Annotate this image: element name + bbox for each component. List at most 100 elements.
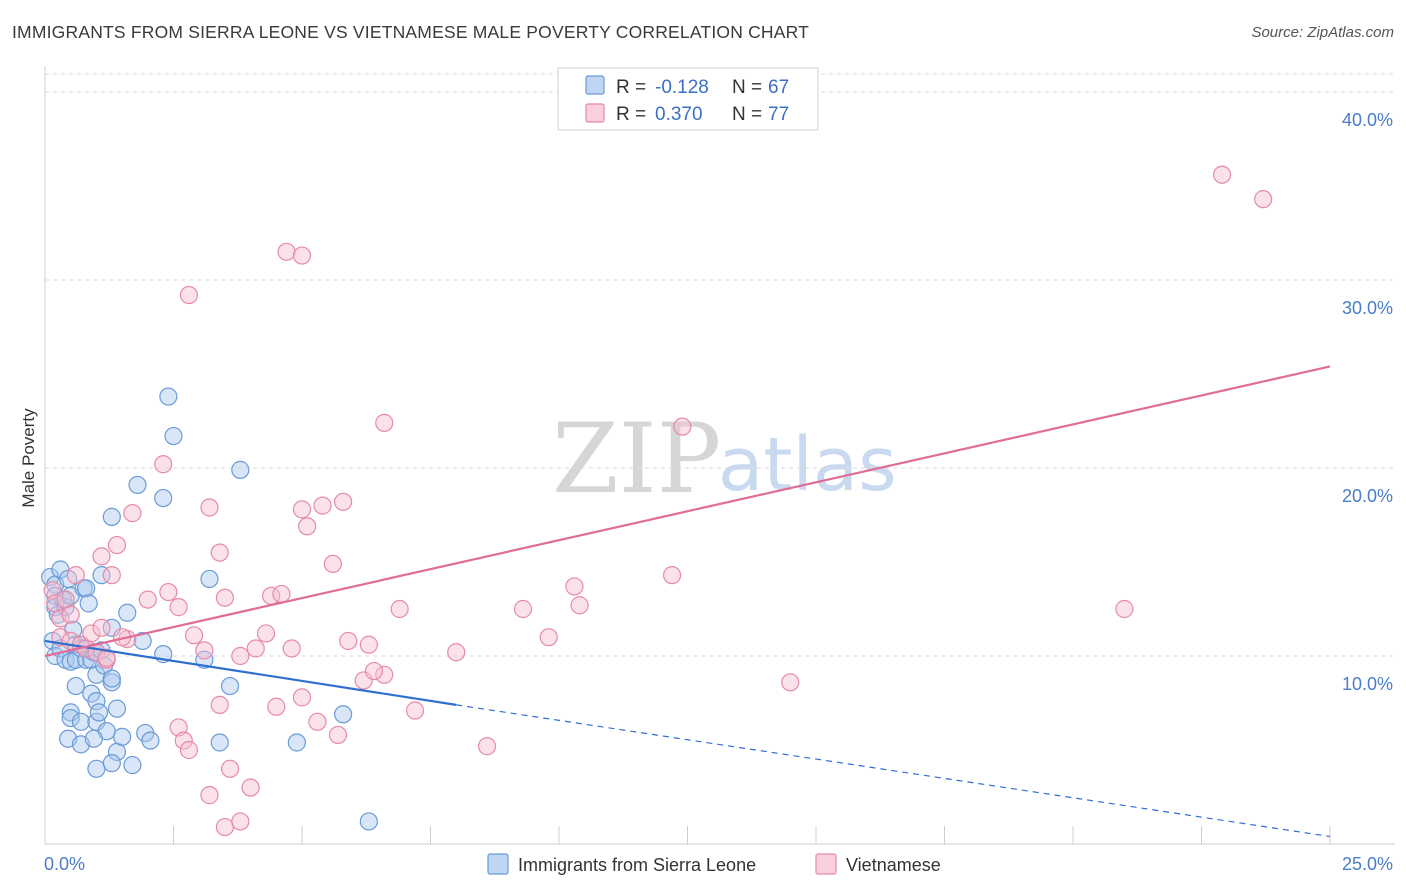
bottom-legend-blue-swatch [487, 853, 509, 875]
sierra-leone-point-25 [87, 665, 106, 684]
vietnamese-point-71 [328, 725, 348, 745]
sierra-leone-point-66 [200, 569, 219, 589]
vietnamese-point-47 [565, 577, 584, 596]
y-tick-label-0: 10.0% [1342, 674, 1393, 694]
vietnamese-point-49 [662, 566, 682, 585]
vietnamese-point-39 [359, 635, 378, 654]
y-tick-label-2: 30.0% [1342, 298, 1393, 318]
sierra-leone-point-59 [334, 705, 353, 724]
vietnamese-point-44 [447, 643, 466, 662]
legend-pink-r-label: R = [616, 104, 646, 125]
vietnamese-point-57 [179, 285, 199, 305]
legend-blue-r-label: R = [616, 77, 646, 98]
vietnamese-point-24 [200, 498, 219, 517]
vietnamese-point-69 [292, 688, 312, 707]
vietnamese-point-43 [405, 701, 425, 720]
bottom-legend-blue-label: Immigrants from Sierra Leone [518, 855, 756, 875]
sierra-leone-point-62 [154, 488, 173, 508]
sierra-leone-point-56 [220, 676, 240, 696]
legend-blue-r-value: -0.128 [655, 77, 709, 98]
sierra-leone-point-43 [87, 759, 106, 778]
watermark: ZIP atlas [552, 403, 897, 515]
vietnamese-point-31 [272, 584, 291, 604]
sierra-leone-point-34 [61, 708, 80, 728]
vietnamese-point-5 [66, 566, 85, 585]
vietnamese-point-61 [174, 731, 193, 750]
x-tick-labels: 0.0% 25.0% [44, 854, 1393, 874]
vietnamese-point-64 [215, 817, 234, 837]
vietnamese-point-48 [570, 596, 589, 615]
vietnamese-point-70 [308, 712, 327, 731]
sierra-leone-point-57 [123, 755, 142, 775]
vietnamese-point-10 [82, 624, 101, 643]
vietnamese-point-19 [138, 590, 157, 609]
sierra-leone-point-64 [164, 426, 183, 446]
vietnamese-point-75 [210, 695, 229, 714]
vietnamese-point-37 [334, 492, 353, 511]
y-tick-labels: 10.0% 20.0% 30.0% 40.0% [1342, 110, 1393, 694]
vietnamese-point-23 [195, 641, 214, 660]
vietnamese-point-38 [339, 631, 358, 651]
watermark-zip: ZIP [552, 403, 721, 515]
vietnamese-point-74 [477, 737, 497, 756]
sierra-leone-point-48 [141, 731, 160, 750]
sierra-leone-point-38 [107, 699, 127, 718]
sierra-leone-point-21 [79, 594, 98, 613]
vietnamese-point-18 [123, 504, 142, 523]
bottom-legend-pink-label: Vietnamese [846, 855, 941, 875]
grid [45, 73, 1395, 657]
vietnamese-point-68 [267, 697, 286, 716]
vietnamese-point-28 [246, 639, 265, 658]
sierra-leone-point-29 [102, 669, 121, 688]
vietnamese-point-25 [210, 543, 229, 562]
sierra-leone-point-45 [112, 727, 132, 746]
chart-title: IMMIGRANTS FROM SIERRA LEONE VS VIETNAME… [12, 22, 810, 42]
legend-bottom: Immigrants from Sierra Leone Vietnamese [487, 853, 941, 875]
trend-lines [44, 365, 1331, 838]
trend-line-sierra-leone-extension [456, 704, 1331, 838]
sierra-leone-point-53 [133, 631, 152, 651]
sierra-leone-point-32 [87, 692, 106, 711]
vietnamese-point-16 [92, 547, 111, 566]
axes [44, 66, 1395, 845]
legend-blue-n-label: N = [732, 77, 762, 98]
vietnamese-point-4 [61, 605, 80, 624]
sierra-leone-point-37 [89, 703, 109, 722]
vietnamese-point-21 [169, 598, 188, 617]
sierra-leone-point-61 [128, 475, 147, 495]
vietnamese-point-6 [51, 628, 70, 647]
vietnamese-point-20 [159, 582, 178, 602]
sierra-leone-point-49 [210, 733, 229, 752]
sierra-leone-point-65 [231, 460, 250, 479]
vietnamese-point-33 [292, 500, 312, 519]
vietnamese-point-45 [513, 599, 533, 619]
vietnamese-point-62 [179, 740, 199, 760]
source-label: Source: ZipAtlas.com [1251, 24, 1394, 41]
sierra-leone-point-35 [71, 712, 91, 731]
trend-line-sierra-leone [44, 639, 457, 706]
vietnamese-point-66 [231, 812, 250, 831]
vietnamese-point-32 [282, 639, 301, 658]
vietnamese-point-42 [390, 599, 409, 619]
legend-pink-n-label: N = [732, 104, 762, 125]
vietnamese-point-22 [184, 626, 204, 645]
vietnamese-point-41 [375, 665, 394, 684]
vietnamese-point-26 [215, 588, 234, 607]
vietnamese-point-51 [781, 673, 800, 692]
vietnamese-point-73 [364, 661, 384, 681]
vietnamese-point-54 [1254, 190, 1273, 209]
vietnamese-point-40 [375, 413, 394, 432]
legend-pink-swatch [585, 103, 605, 123]
vietnamese-point-53 [1212, 165, 1232, 184]
sierra-leone-point-51 [118, 603, 137, 622]
vietnamese-point-55 [277, 242, 296, 261]
legend-pink-n-value: 77 [768, 104, 789, 125]
vietnamese-point-58 [154, 455, 173, 474]
watermark-atlas: atlas [718, 422, 897, 508]
sierra-leone-point-46 [102, 754, 121, 773]
y-tick-label-1: 20.0% [1342, 486, 1393, 506]
vietnamese-point-46 [539, 628, 558, 647]
trend-line-vietnamese [44, 365, 1331, 658]
vietnamese-point-36 [323, 554, 342, 573]
